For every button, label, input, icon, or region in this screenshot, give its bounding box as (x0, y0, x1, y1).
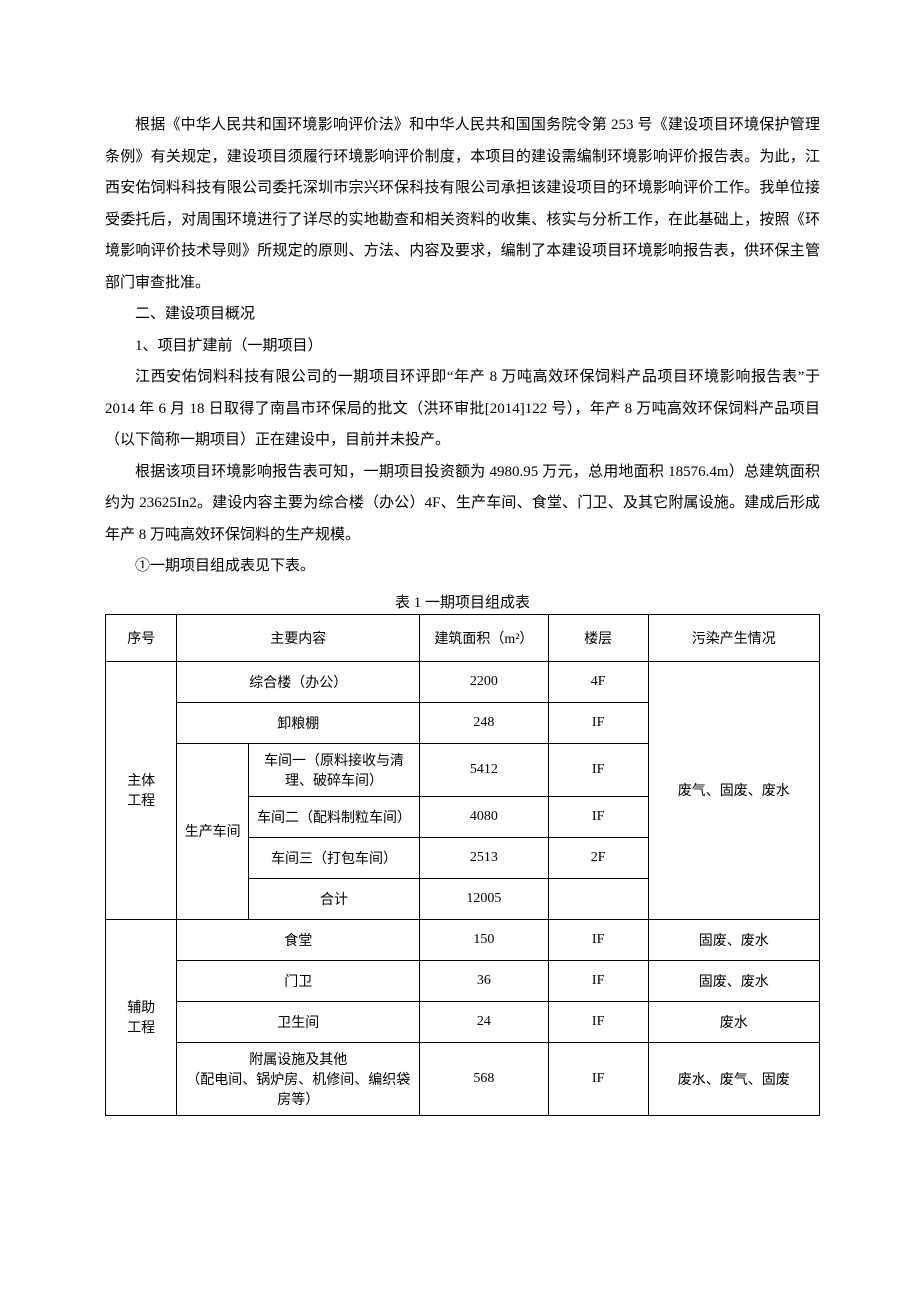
cell-r6-area: 12005 (420, 878, 549, 919)
cell-r5-area: 2513 (420, 837, 549, 878)
cell-aux-eng: 辅助 工程 (106, 919, 177, 1115)
th-floor: 楼层 (548, 614, 648, 661)
cell-r9-name: 卫生间 (177, 1001, 420, 1042)
table-row: 辅助 工程 食堂 150 IF 固废、废水 (106, 919, 820, 960)
cell-r9-area: 24 (420, 1001, 549, 1042)
paragraph-table-intro: ①一期项目组成表见下表。 (105, 551, 820, 583)
cell-r1-area: 2200 (420, 661, 549, 702)
paragraph-intro: 根据《中华人民共和国环境影响评价法》和中华人民共和国国务院令第 253 号《建设… (105, 110, 820, 299)
table-header-row: 序号 主要内容 建筑面积（m²） 楼层 污染产生情况 (106, 614, 820, 661)
cell-r2-name: 卸粮棚 (177, 702, 420, 743)
paragraph-phase1-a: 江西安佑饲料科技有限公司的一期项目环评即“年产 8 万吨高效环保饲料产品项目环境… (105, 362, 820, 457)
heading-sub-1: 1、项目扩建前（一期项目） (105, 331, 820, 363)
cell-r4-name: 车间二（配料制粒车间） (248, 796, 419, 837)
cell-r5-floor: 2F (548, 837, 648, 878)
cell-r3-area: 5412 (420, 743, 549, 796)
cell-r7-area: 150 (420, 919, 549, 960)
cell-r4-area: 4080 (420, 796, 549, 837)
cell-r1-floor: 4F (548, 661, 648, 702)
cell-r8-name: 门卫 (177, 960, 420, 1001)
th-seq: 序号 (106, 614, 177, 661)
heading-section-2: 二、建设项目概况 (105, 299, 820, 331)
table-row: 附属设施及其他 （配电间、锅炉房、机修间、编织袋房等） 568 IF 废水、废气… (106, 1042, 820, 1115)
cell-main-eng: 主体 工程 (106, 661, 177, 919)
cell-poll-main: 废气、固废、废水 (648, 661, 819, 919)
table-row: 卫生间 24 IF 废水 (106, 1001, 820, 1042)
cell-r2-floor: IF (548, 702, 648, 743)
cell-r3-floor: IF (548, 743, 648, 796)
cell-r6-name: 合计 (248, 878, 419, 919)
cell-r7-floor: IF (548, 919, 648, 960)
table-row: 主体 工程 综合楼（办公） 2200 4F 废气、固废、废水 (106, 661, 820, 702)
cell-r3-name: 车间一（原料接收与清理、破碎车间） (248, 743, 419, 796)
cell-r7-name: 食堂 (177, 919, 420, 960)
paragraph-phase1-b: 根据该项目环境影响报告表可知，一期项目投资额为 4980.95 万元，总用地面积… (105, 457, 820, 552)
cell-r4-floor: IF (548, 796, 648, 837)
th-content: 主要内容 (177, 614, 420, 661)
cell-poll-10: 废水、废气、固废 (648, 1042, 819, 1115)
cell-r6-floor (548, 878, 648, 919)
table-row: 门卫 36 IF 固废、废水 (106, 960, 820, 1001)
th-area: 建筑面积（m²） (420, 614, 549, 661)
composition-table: 序号 主要内容 建筑面积（m²） 楼层 污染产生情况 主体 工程 综合楼（办公）… (105, 614, 820, 1116)
cell-r10-floor: IF (548, 1042, 648, 1115)
cell-r8-floor: IF (548, 960, 648, 1001)
cell-prod-ws: 生产车间 (177, 743, 248, 919)
cell-r5-name: 车间三（打包车间） (248, 837, 419, 878)
cell-poll-7: 固废、废水 (648, 919, 819, 960)
cell-poll-9: 废水 (648, 1001, 819, 1042)
page-container: 根据《中华人民共和国环境影响评价法》和中华人民共和国国务院令第 253 号《建设… (0, 0, 920, 1196)
cell-r10-area: 568 (420, 1042, 549, 1115)
th-pollution: 污染产生情况 (648, 614, 819, 661)
cell-r9-floor: IF (548, 1001, 648, 1042)
cell-r2-area: 248 (420, 702, 549, 743)
cell-r10-name: 附属设施及其他 （配电间、锅炉房、机修间、编织袋房等） (177, 1042, 420, 1115)
table-title: 表 1 一期项目组成表 (105, 591, 820, 612)
cell-poll-8: 固废、废水 (648, 960, 819, 1001)
cell-r1-name: 综合楼（办公） (177, 661, 420, 702)
cell-r8-area: 36 (420, 960, 549, 1001)
